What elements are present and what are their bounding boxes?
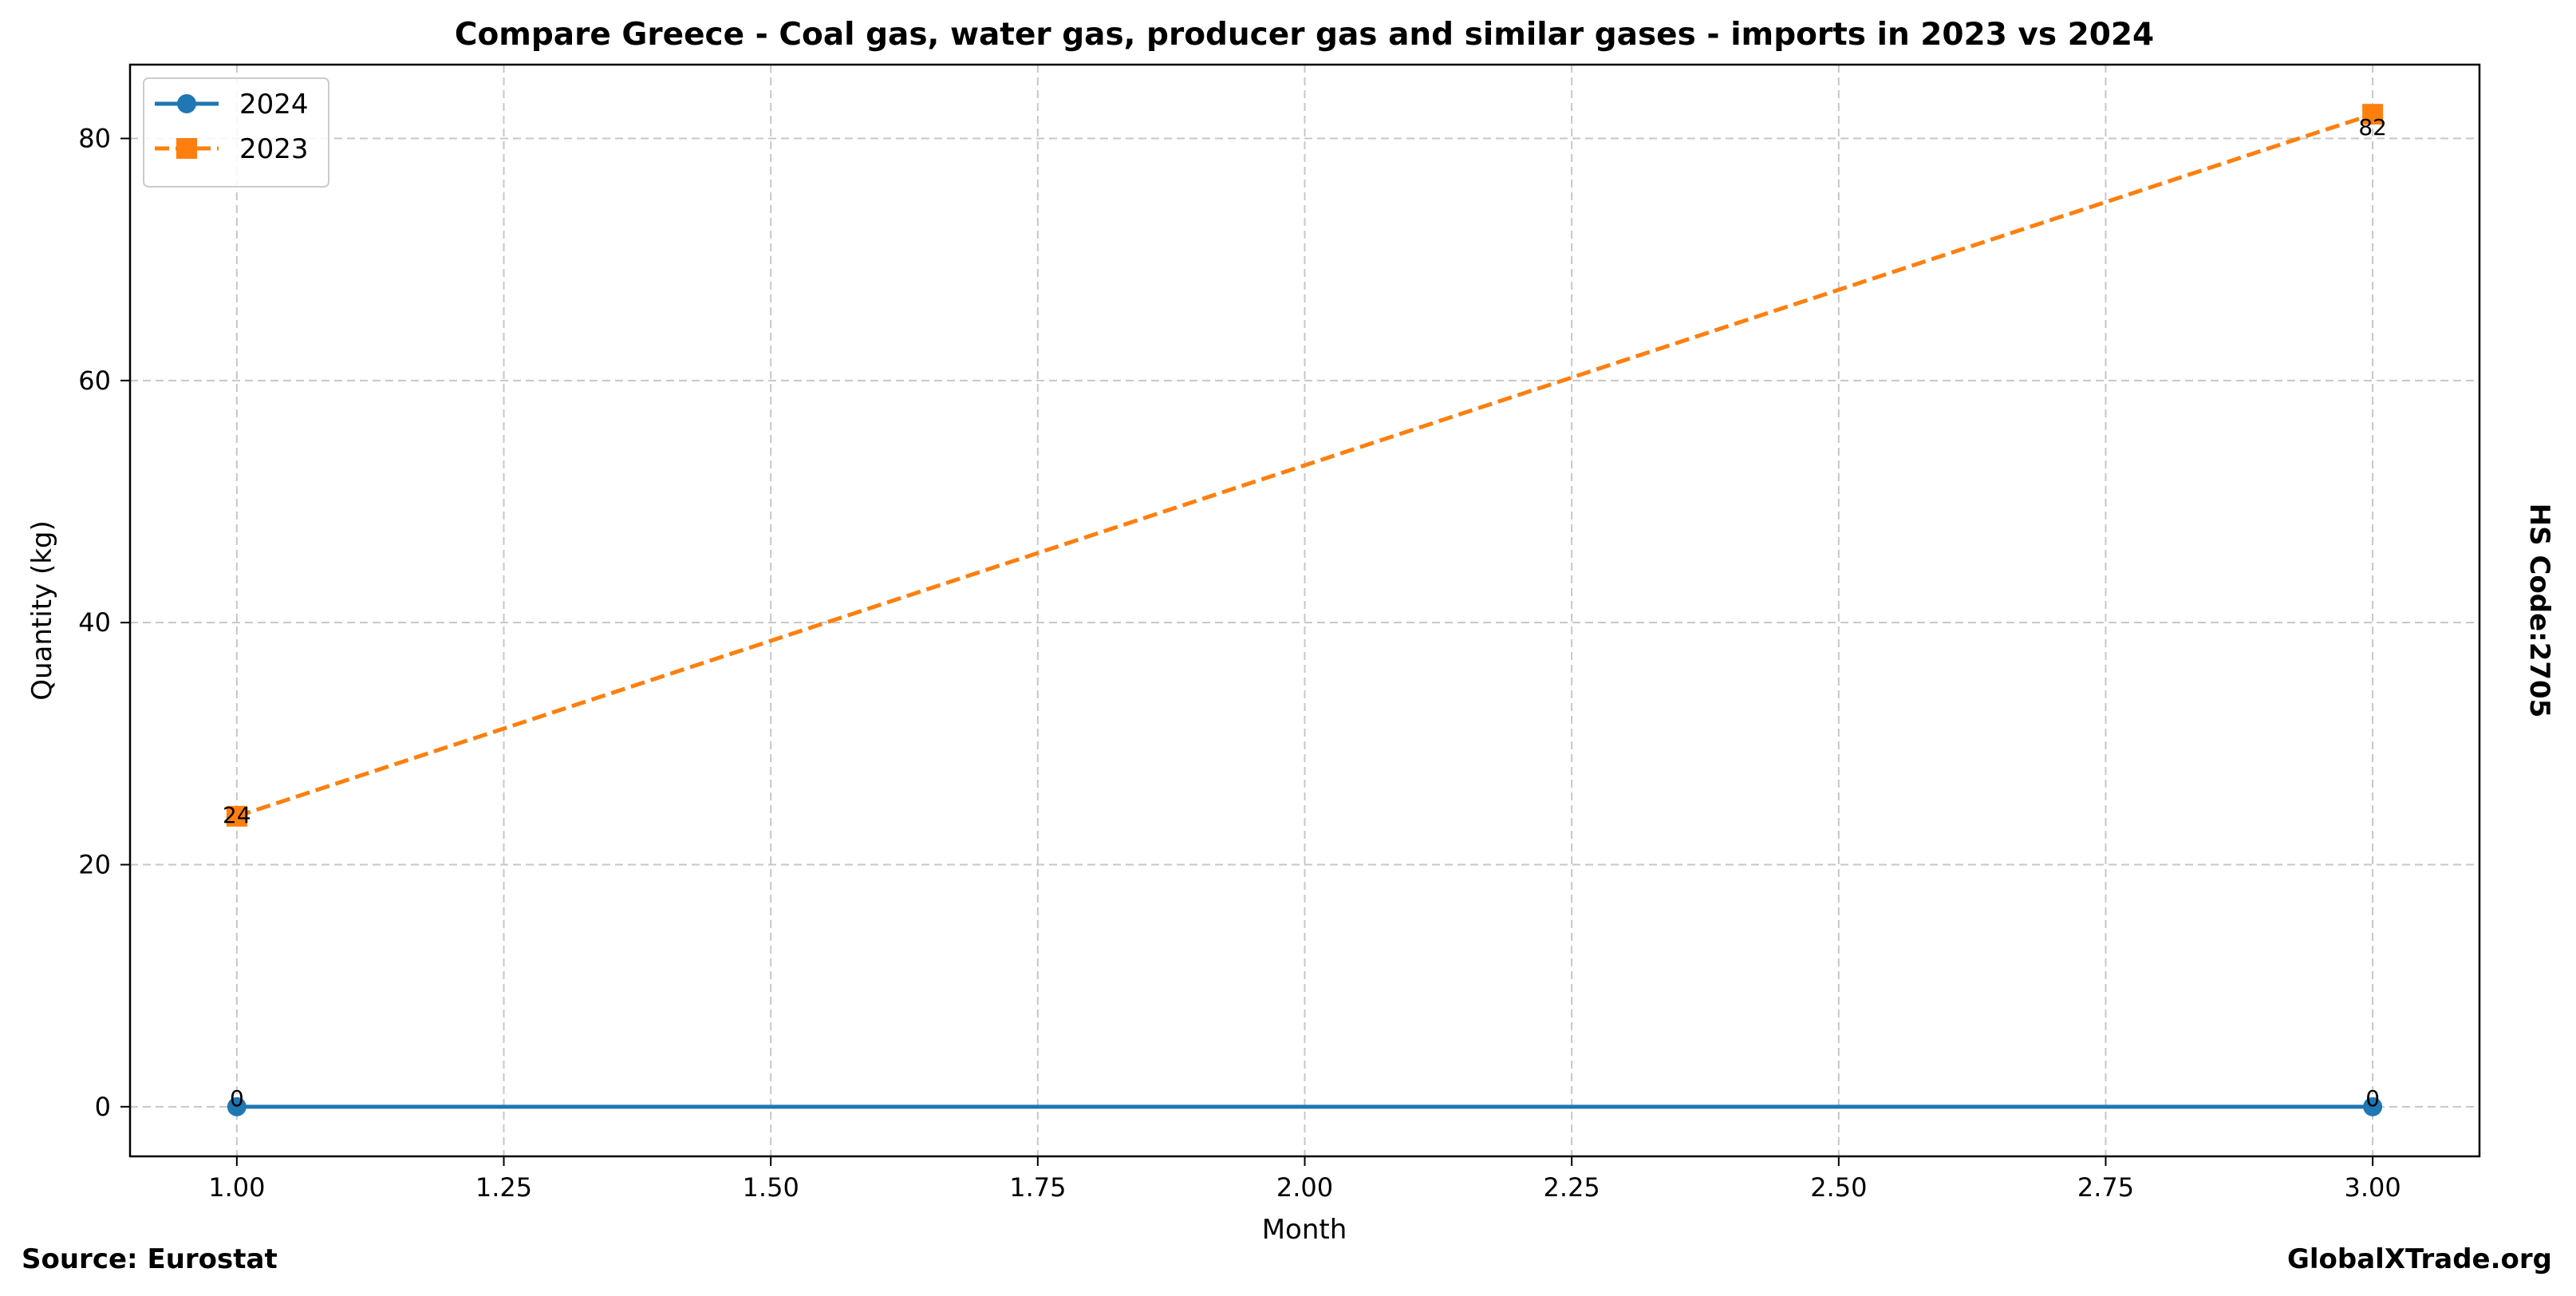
data-point bbox=[227, 1096, 247, 1116]
x-axis-label: Month bbox=[1262, 1214, 1347, 1246]
x-tick-label: 2.25 bbox=[1544, 1172, 1600, 1203]
legend-marker bbox=[177, 94, 196, 113]
data-point bbox=[2362, 104, 2384, 125]
x-tick-label: 1.50 bbox=[743, 1172, 799, 1203]
hs-code-annotation: HS Code:2705 bbox=[2523, 504, 2555, 718]
x-tick-label: 2.00 bbox=[1276, 1172, 1333, 1203]
series-2023: 24 82 bbox=[223, 104, 2387, 828]
x-tick-label: 2.50 bbox=[1810, 1172, 1867, 1203]
chart-title: Compare Greece - Coal gas, water gas, pr… bbox=[455, 17, 2154, 53]
data-point bbox=[226, 805, 247, 827]
x-tick-label: 1.00 bbox=[208, 1172, 265, 1203]
legend-item-2023: 2023 bbox=[155, 133, 309, 165]
watermark-text: GlobalXTrade.org bbox=[2287, 1243, 2552, 1275]
legend-marker bbox=[176, 138, 197, 159]
x-axis-ticks: 1.00 1.25 1.50 1.75 2.00 2.25 2.50 2.75 3.00 bbox=[208, 1156, 2401, 1203]
x-tick-label: 1.75 bbox=[1009, 1172, 1066, 1203]
y-tick-label: 20 bbox=[78, 849, 111, 879]
source-note: Source: Eurostat bbox=[22, 1243, 278, 1275]
y-tick-label: 0 bbox=[95, 1092, 111, 1122]
data-point bbox=[2363, 1096, 2383, 1116]
legend-label: 2024 bbox=[239, 89, 309, 121]
series-line-2023 bbox=[236, 112, 2373, 819]
legend: 2024 2023 bbox=[143, 77, 329, 188]
data-label: 24 bbox=[223, 802, 251, 828]
y-tick-label: 80 bbox=[78, 124, 111, 154]
data-label: 0 bbox=[230, 1085, 244, 1112]
legend-item-2024: 2024 bbox=[155, 89, 309, 121]
x-tick-label: 1.25 bbox=[475, 1172, 532, 1203]
legend-label: 2023 bbox=[239, 133, 309, 165]
data-label: 82 bbox=[2358, 114, 2387, 140]
y-axis-label: Quantity (kg) bbox=[26, 520, 58, 701]
y-axis-ticks: 0 20 40 60 80 bbox=[78, 124, 130, 1122]
data-label: 0 bbox=[2365, 1085, 2380, 1112]
x-tick-label: 2.75 bbox=[2077, 1172, 2134, 1203]
y-tick-label: 40 bbox=[78, 607, 111, 638]
x-tick-label: 3.00 bbox=[2345, 1172, 2401, 1203]
y-tick-label: 60 bbox=[78, 365, 111, 396]
